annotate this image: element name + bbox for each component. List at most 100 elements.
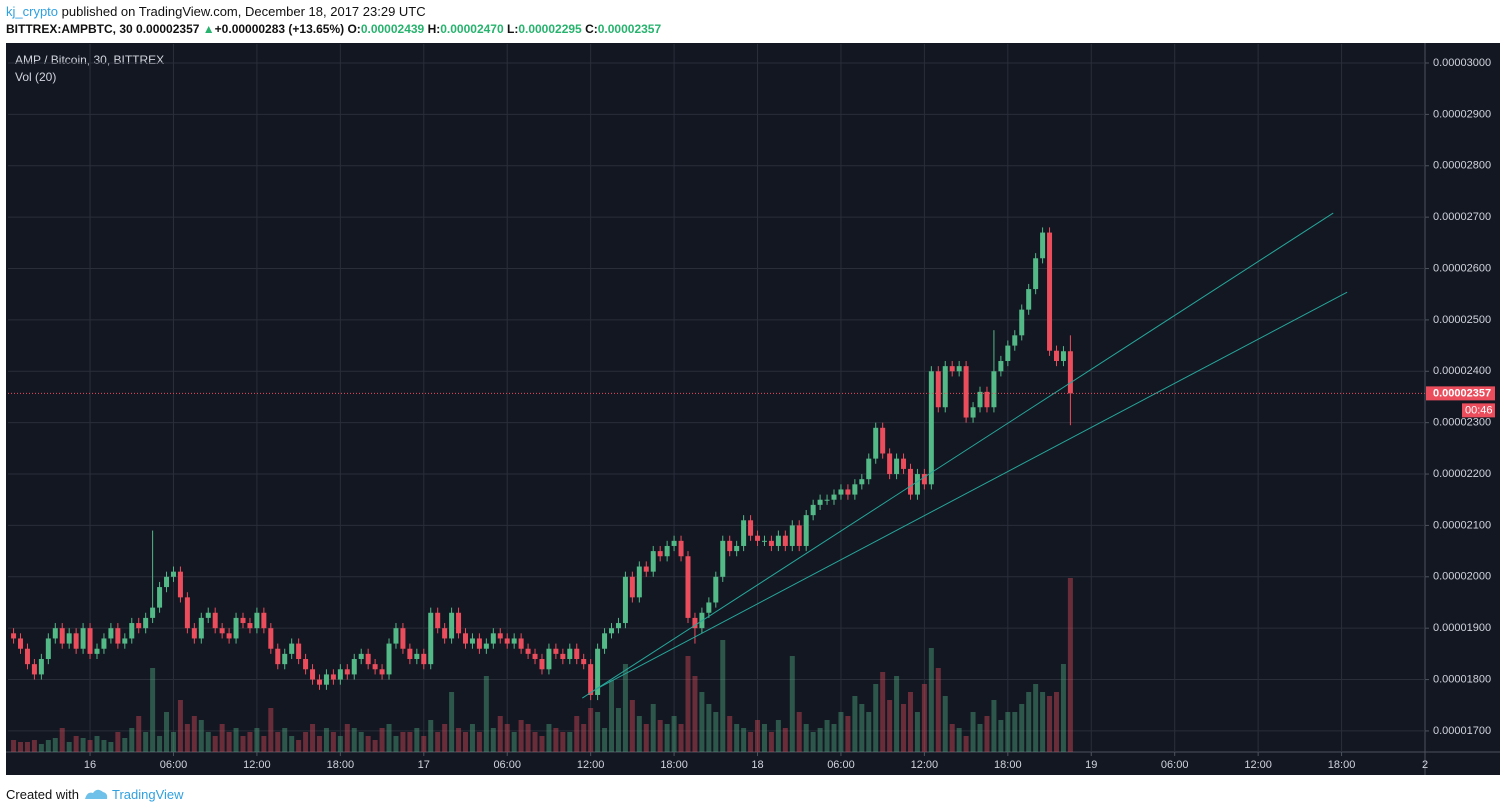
x-tick-label: 18: [751, 759, 763, 771]
brand[interactable]: TradingView: [112, 787, 184, 802]
candle-body: [289, 643, 295, 654]
candle-body: [463, 633, 469, 644]
price-label: 0.00002357: [1433, 387, 1491, 399]
volume-bar: [525, 724, 531, 752]
candle-body: [282, 653, 288, 665]
candle-body: [66, 633, 72, 644]
volume-bar: [629, 700, 635, 752]
volume-bar: [379, 728, 385, 752]
volume-bar: [942, 696, 948, 752]
candle-body: [824, 499, 830, 501]
candle-body: [497, 633, 503, 639]
change: +0.00000283 (+13.65%): [214, 22, 345, 36]
volume-bar: [1033, 684, 1039, 752]
candle-body: [664, 545, 670, 557]
ohlc-key: O:: [347, 22, 361, 36]
x-tick-label: 2: [1422, 759, 1428, 771]
volume-bar: [435, 732, 441, 752]
candle-body: [984, 391, 990, 408]
candle-body: [532, 653, 538, 660]
candle-body: [73, 633, 79, 649]
x-tick-label: 17: [418, 759, 430, 771]
candle-body: [817, 499, 823, 505]
x-tick-label: 06:00: [827, 759, 855, 771]
volume-bar: [588, 708, 594, 752]
candle-body: [490, 633, 496, 644]
volume-bar: [18, 742, 24, 752]
candle-body: [602, 633, 608, 649]
candle-body: [622, 576, 628, 624]
ohlc-value: 0.00002295: [518, 22, 582, 36]
candle-body: [678, 540, 684, 557]
x-tick-label: 18:00: [660, 759, 688, 771]
x-tick-label: 18:00: [1328, 759, 1356, 771]
volume-bar: [351, 728, 357, 752]
candle-body: [38, 659, 44, 675]
candle-body: [226, 633, 232, 639]
candle-body: [775, 535, 781, 546]
candle-body: [615, 623, 621, 629]
volume-bar: [657, 720, 663, 752]
candle-body: [949, 366, 955, 372]
candle-body: [734, 545, 740, 552]
candle-body: [365, 653, 371, 665]
volume-bar: [748, 732, 754, 752]
volume-bar: [282, 728, 288, 752]
volume-bar: [845, 716, 851, 752]
candle-body: [129, 623, 135, 639]
publish-line: kj_crypto published on TradingView.com, …: [6, 4, 426, 19]
candle-body: [80, 628, 86, 649]
trend-line: [594, 291, 1348, 691]
candle-body: [595, 648, 601, 695]
author[interactable]: kj_crypto: [6, 4, 59, 19]
candle-body: [275, 648, 281, 665]
volume-bar: [518, 720, 524, 752]
volume-bar: [817, 728, 823, 752]
candle-body: [372, 664, 378, 670]
candle-body: [977, 391, 983, 408]
ohlc-value: 0.00002439: [360, 22, 425, 36]
volume-bar: [768, 732, 774, 752]
volume-bar: [296, 740, 302, 752]
volume-bar: [73, 736, 79, 752]
y-tick-label: 0.00002200: [1433, 468, 1491, 480]
candle-body: [11, 633, 17, 639]
y-tick-label: 0.00002500: [1433, 314, 1491, 326]
volume-bar: [205, 732, 211, 752]
candle-body: [316, 679, 322, 685]
volume-bar: [337, 736, 343, 752]
candle-body: [136, 623, 142, 629]
volume-bar: [907, 692, 913, 752]
candle-body: [935, 371, 941, 408]
volume-bar: [303, 732, 309, 752]
volume-bar: [866, 712, 872, 752]
volume-bar: [755, 720, 761, 752]
candle-body: [692, 617, 698, 629]
volume-bar: [636, 716, 642, 752]
volume-bar: [38, 744, 44, 752]
volume-bar: [539, 736, 545, 752]
ohlc-value: 0.00002470: [440, 22, 504, 36]
volume-bar: [789, 656, 795, 752]
volume-bar: [775, 720, 781, 752]
candle-body: [94, 648, 100, 654]
y-tick-label: 0.00002300: [1433, 417, 1491, 429]
candle-body: [337, 669, 343, 680]
candle-body: [449, 612, 455, 639]
volume-bar: [532, 732, 538, 752]
candle-body: [303, 659, 309, 670]
logo: [84, 789, 107, 799]
volume-bar: [1053, 692, 1059, 752]
candle-body: [1026, 289, 1032, 310]
volume-bar: [1005, 712, 1011, 752]
volume-bar: [782, 728, 788, 752]
volume-bar: [511, 732, 517, 752]
candle-body: [761, 540, 767, 542]
volume-bar: [310, 724, 316, 752]
volume-bar: [108, 742, 114, 752]
legend-volume: Vol (20): [15, 70, 56, 84]
volume-bar: [407, 732, 413, 752]
candle-body: [643, 566, 649, 572]
volume-bar: [490, 728, 496, 752]
